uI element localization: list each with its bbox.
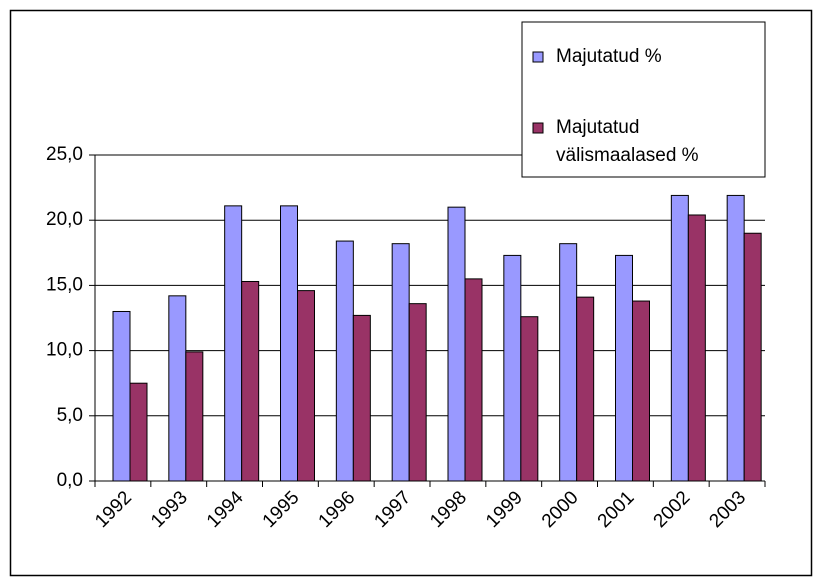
bar	[112, 310, 131, 482]
legend-marker	[532, 122, 544, 134]
legend-marker	[532, 51, 544, 63]
y-tick-label: 10,0	[46, 340, 83, 361]
y-tick-label: 15,0	[46, 274, 83, 295]
y-tick-label: 25,0	[46, 144, 83, 165]
bar	[129, 382, 148, 482]
bar	[743, 232, 762, 482]
bar	[576, 296, 595, 482]
bar	[503, 254, 522, 482]
bar	[408, 303, 427, 482]
bar	[670, 194, 689, 482]
bar	[241, 280, 260, 482]
y-tick-label: 20,0	[46, 209, 83, 230]
legend-label: Majutatud %	[556, 46, 662, 67]
bar	[335, 240, 354, 482]
bar	[464, 278, 483, 482]
bar	[447, 206, 466, 482]
bar	[391, 243, 410, 482]
y-tick-label: 0,0	[57, 470, 83, 491]
y-tick-label: 5,0	[57, 405, 83, 426]
bar	[224, 205, 243, 482]
legend-box	[521, 21, 766, 178]
bar	[297, 290, 315, 482]
bar	[352, 314, 371, 482]
bar	[615, 254, 633, 482]
bar	[632, 300, 650, 482]
bar	[185, 351, 204, 482]
bar	[559, 243, 578, 482]
legend-label: Majutatud välismaalased %	[556, 117, 699, 166]
bar	[520, 316, 539, 482]
bar	[280, 205, 298, 482]
bar	[687, 214, 706, 482]
bar	[726, 194, 745, 482]
bar	[168, 295, 187, 482]
